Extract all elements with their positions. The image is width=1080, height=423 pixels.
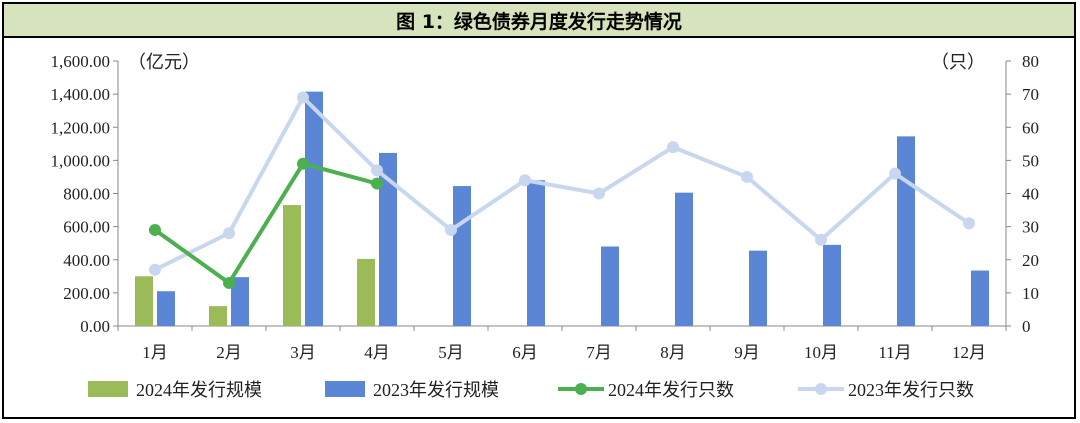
bar-2023年发行规模-1月 [157, 291, 175, 326]
x-tick-label: 7月 [586, 343, 612, 362]
left-tick-label: 600.00 [63, 218, 110, 237]
point-2023年发行只数 [815, 233, 827, 246]
left-tick-label: 200.00 [63, 284, 110, 303]
point-2023年发行只数 [223, 227, 235, 240]
right-axis-unit-label: （只） [931, 52, 985, 72]
point-2023年发行只数 [963, 217, 975, 230]
x-tick-label: 9月 [734, 343, 760, 362]
bar-2024年发行规模-4月 [357, 258, 375, 326]
right-tick-label: 0 [1022, 317, 1031, 336]
point-2023年发行只数 [371, 164, 383, 177]
point-2023年发行只数 [593, 187, 605, 200]
right-tick-label: 40 [1022, 185, 1039, 204]
legend-swatch-marker [815, 383, 827, 395]
right-tick-label: 60 [1022, 118, 1039, 137]
point-2024年发行只数 [297, 157, 309, 170]
point-2023年发行只数 [519, 174, 531, 187]
bar-2023年发行规模-9月 [749, 250, 767, 326]
bar-2023年发行规模-11月 [897, 136, 915, 326]
legend-label: 2023年发行只数 [848, 380, 974, 400]
right-tick-label: 80 [1022, 52, 1039, 71]
x-tick-label: 11月 [878, 343, 911, 362]
point-2023年发行只数 [149, 263, 161, 276]
chart-title: 图 1：绿色债券月度发行走势情况 [4, 4, 1074, 38]
x-tick-label: 10月 [804, 343, 838, 362]
legend-swatch [325, 381, 365, 397]
right-tick-label: 50 [1022, 151, 1039, 170]
left-tick-label: 1,400.00 [51, 85, 111, 104]
bar-2023年发行规模-3月 [305, 91, 323, 326]
bar-2023年发行规模-6月 [527, 180, 545, 326]
legend-label: 2024年发行只数 [608, 380, 734, 400]
x-tick-label: 3月 [290, 343, 316, 362]
bar-2023年发行规模-10月 [823, 244, 841, 326]
right-tick-label: 70 [1022, 85, 1039, 104]
point-2024年发行只数 [223, 276, 235, 289]
x-tick-label: 1月 [142, 343, 168, 362]
left-tick-label: 0.00 [80, 317, 110, 336]
bar-2023年发行规模-5月 [453, 186, 471, 326]
left-tick-label: 400.00 [63, 251, 110, 270]
x-tick-label: 2月 [216, 343, 242, 362]
legend-swatch-marker [575, 383, 587, 395]
legend-swatch [88, 381, 128, 397]
legend-label: 2024年发行规模 [136, 380, 262, 400]
right-tick-label: 20 [1022, 251, 1039, 270]
bar-2023年发行规模-8月 [675, 192, 693, 326]
bar-2024年发行规模-2月 [209, 306, 227, 326]
legend-label: 2023年发行规模 [373, 380, 499, 400]
point-2023年发行只数 [297, 91, 309, 104]
left-axis-unit-label: （亿元） [128, 52, 200, 72]
bar-2023年发行规模-12月 [971, 270, 989, 326]
x-tick-label: 8月 [660, 343, 686, 362]
x-tick-label: 4月 [364, 343, 390, 362]
bar-2024年发行规模-1月 [135, 276, 153, 326]
left-tick-label: 800.00 [63, 185, 110, 204]
right-tick-label: 10 [1022, 284, 1039, 303]
line-2024年发行只数 [153, 161, 378, 285]
point-2023年发行只数 [445, 223, 457, 236]
bar-2023年发行规模-4月 [379, 152, 397, 326]
x-tick-label: 6月 [512, 343, 538, 362]
right-tick-label: 30 [1022, 218, 1039, 237]
x-tick-label: 12月 [952, 343, 986, 362]
bar-2023年发行规模-7月 [601, 246, 619, 326]
point-2023年发行只数 [741, 170, 753, 183]
left-tick-label: 1,600.00 [51, 52, 111, 71]
point-2024年发行只数 [371, 177, 383, 190]
point-2023年发行只数 [889, 167, 901, 180]
point-2023年发行只数 [667, 141, 679, 154]
x-tick-label: 5月 [438, 343, 464, 362]
bar-2024年发行规模-3月 [283, 205, 301, 326]
line-2023年发行只数 [154, 95, 971, 272]
left-tick-label: 1,200.00 [51, 118, 111, 137]
point-2024年发行只数 [149, 223, 161, 236]
left-tick-label: 1,000.00 [51, 151, 111, 170]
bar-2023年发行规模-2月 [231, 277, 249, 326]
